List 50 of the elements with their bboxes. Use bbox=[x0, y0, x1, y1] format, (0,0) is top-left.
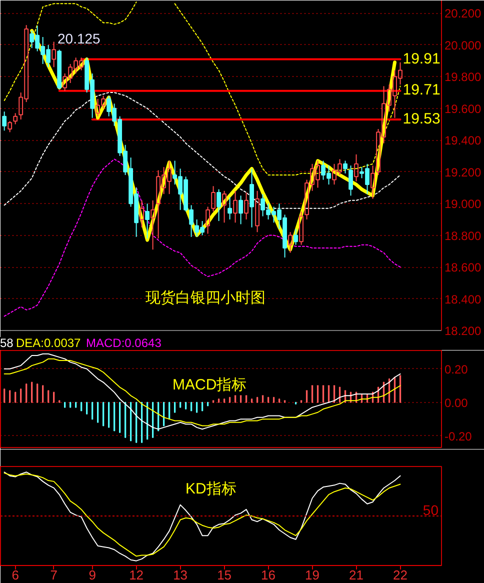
candlestick bbox=[150, 200, 156, 250]
y-tick-label: 19.800 bbox=[444, 70, 482, 84]
y-tick-label: 19.200 bbox=[444, 165, 482, 180]
x-tick-label: 16 bbox=[261, 568, 276, 582]
x-tick-label: 9 bbox=[88, 568, 96, 582]
y-tick-label: 19.600 bbox=[444, 102, 482, 116]
candlestick bbox=[288, 232, 292, 254]
candlestick bbox=[250, 168, 254, 228]
data-label: 19.91 bbox=[402, 50, 440, 68]
candlestick bbox=[140, 200, 144, 228]
y-tick-label: 19.400 bbox=[444, 134, 482, 148]
data-label: 19.53 bbox=[402, 110, 440, 128]
candlestick bbox=[145, 203, 150, 239]
text: 58 bbox=[0, 336, 14, 350]
y-tick-label: 18.800 bbox=[444, 228, 482, 243]
x-tick-label: 12 bbox=[129, 568, 144, 582]
y-tick-label: 19.000 bbox=[444, 197, 482, 212]
x-tick-label: 22 bbox=[393, 568, 408, 582]
y-tick-label: 0.00 bbox=[444, 396, 468, 410]
candlestick bbox=[343, 160, 348, 174]
x-tick-label: 21 bbox=[349, 568, 364, 582]
y-tick-label: 18.600 bbox=[444, 260, 482, 275]
y-tick-label: -0.20 bbox=[444, 429, 472, 444]
candlestick bbox=[238, 195, 243, 225]
candlestick bbox=[370, 165, 375, 200]
text: 50 bbox=[422, 502, 439, 518]
x-tick-label: 15 bbox=[217, 568, 232, 582]
text: 现货白银四小时图 bbox=[146, 290, 266, 306]
annotation: 20.125 bbox=[58, 30, 101, 46]
candlestick bbox=[228, 196, 232, 220]
text: KD指标 bbox=[186, 480, 236, 498]
x-tick-label: 7 bbox=[50, 568, 58, 582]
y-tick-label: 18.400 bbox=[444, 292, 482, 306]
y-tick-label: 18.200 bbox=[444, 324, 482, 338]
data-label: 19.71 bbox=[402, 82, 440, 99]
candlestick bbox=[299, 211, 304, 246]
candlestick bbox=[233, 190, 238, 224]
candlestick bbox=[244, 192, 248, 220]
candlestick bbox=[354, 154, 358, 182]
x-tick-label: 13 bbox=[173, 568, 188, 582]
x-tick-label: 6 bbox=[12, 568, 19, 582]
text: DEA:0.0037 bbox=[16, 336, 81, 350]
x-tick-label: 19 bbox=[305, 568, 320, 582]
y-tick-label: 20.200 bbox=[444, 6, 482, 21]
text: MACD:0.0643 bbox=[86, 336, 162, 350]
y-tick-label: 0.20 bbox=[444, 362, 468, 376]
text: MACD指标 bbox=[172, 376, 247, 394]
candlestick bbox=[294, 228, 298, 246]
candlestick bbox=[13, 112, 18, 125]
y-tick-label: 20.000 bbox=[444, 38, 482, 52]
